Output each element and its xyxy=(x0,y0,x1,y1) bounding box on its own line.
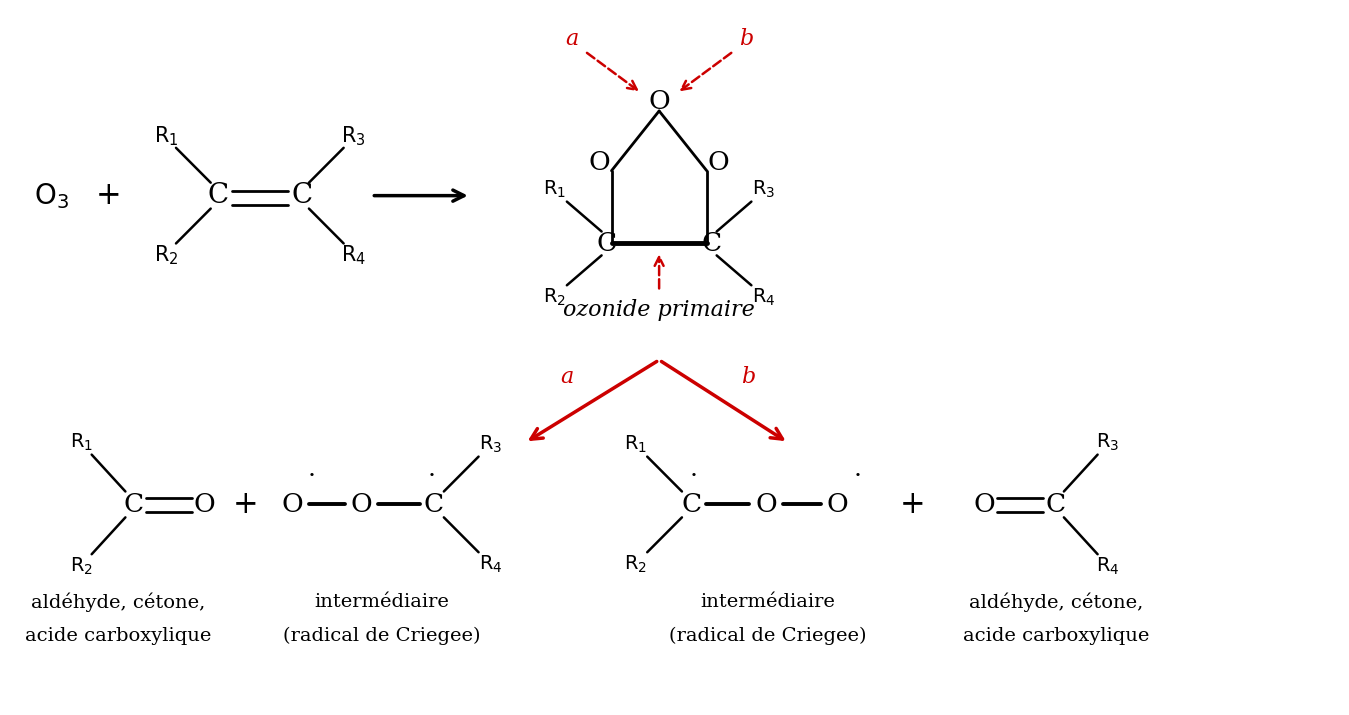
Text: a: a xyxy=(560,366,573,388)
Text: $\mathrm{R_4}$: $\mathrm{R_4}$ xyxy=(751,287,776,308)
Text: C: C xyxy=(291,182,313,209)
Text: acide carboxylique: acide carboxylique xyxy=(26,627,212,645)
Text: ·: · xyxy=(428,465,436,488)
Text: $\mathrm{R_2}$: $\mathrm{R_2}$ xyxy=(623,553,646,575)
Text: O: O xyxy=(827,492,849,517)
Text: O: O xyxy=(649,89,670,114)
Text: $\mathrm{R_2}$: $\mathrm{R_2}$ xyxy=(154,244,178,267)
Text: +: + xyxy=(96,180,121,211)
Text: +: + xyxy=(232,489,258,520)
Text: C: C xyxy=(123,492,143,517)
Text: $\mathrm{R_1}$: $\mathrm{R_1}$ xyxy=(154,124,178,148)
Text: acide carboxylique: acide carboxylique xyxy=(963,627,1149,645)
Text: ·: · xyxy=(689,465,697,488)
Text: ·: · xyxy=(308,465,316,488)
Text: O: O xyxy=(351,492,372,517)
Text: $\mathrm{O_3}$: $\mathrm{O_3}$ xyxy=(34,181,69,210)
Text: b: b xyxy=(742,366,755,388)
Text: $\mathrm{R_3}$: $\mathrm{R_3}$ xyxy=(479,434,502,455)
Text: b: b xyxy=(739,28,754,50)
Text: $\mathrm{R_4}$: $\mathrm{R_4}$ xyxy=(479,553,502,575)
Text: O: O xyxy=(281,492,304,517)
Text: $\mathrm{R_3}$: $\mathrm{R_3}$ xyxy=(1095,432,1120,453)
Text: O: O xyxy=(588,150,611,175)
Text: ·: · xyxy=(854,465,862,488)
Text: C: C xyxy=(681,492,701,517)
Text: C: C xyxy=(596,231,616,256)
Text: aldéhyde, cétone,: aldéhyde, cétone, xyxy=(31,592,205,612)
Text: a: a xyxy=(565,28,579,50)
Text: O: O xyxy=(974,492,996,517)
Text: $\mathrm{R_4}$: $\mathrm{R_4}$ xyxy=(1095,556,1120,577)
Text: C: C xyxy=(1045,492,1066,517)
Text: $\mathrm{R_2}$: $\mathrm{R_2}$ xyxy=(70,556,93,577)
Text: O: O xyxy=(755,492,777,517)
Text: aldéhyde, cétone,: aldéhyde, cétone, xyxy=(969,592,1143,612)
Text: ozonide primaire: ozonide primaire xyxy=(564,299,755,321)
Text: O: O xyxy=(708,150,730,175)
Text: $\mathrm{R_1}$: $\mathrm{R_1}$ xyxy=(623,434,648,455)
Text: $\mathrm{R_3}$: $\mathrm{R_3}$ xyxy=(341,124,366,148)
Text: intermédiaire: intermédiaire xyxy=(314,593,449,611)
Text: +: + xyxy=(900,489,925,520)
Text: $\mathrm{R_4}$: $\mathrm{R_4}$ xyxy=(341,244,366,267)
Text: (radical de Criegee): (radical de Criegee) xyxy=(669,627,867,645)
Text: C: C xyxy=(701,231,722,256)
Text: C: C xyxy=(424,492,444,517)
Text: intermédiaire: intermédiaire xyxy=(701,593,835,611)
Text: $\mathrm{R_2}$: $\mathrm{R_2}$ xyxy=(544,287,567,308)
Text: O: O xyxy=(194,492,216,517)
Text: (radical de Criegee): (radical de Criegee) xyxy=(282,627,480,645)
Text: C: C xyxy=(208,182,228,209)
Text: $\mathrm{R_3}$: $\mathrm{R_3}$ xyxy=(751,179,774,200)
Text: $\mathrm{R_1}$: $\mathrm{R_1}$ xyxy=(544,179,567,200)
Text: $\mathrm{R_1}$: $\mathrm{R_1}$ xyxy=(70,432,93,453)
